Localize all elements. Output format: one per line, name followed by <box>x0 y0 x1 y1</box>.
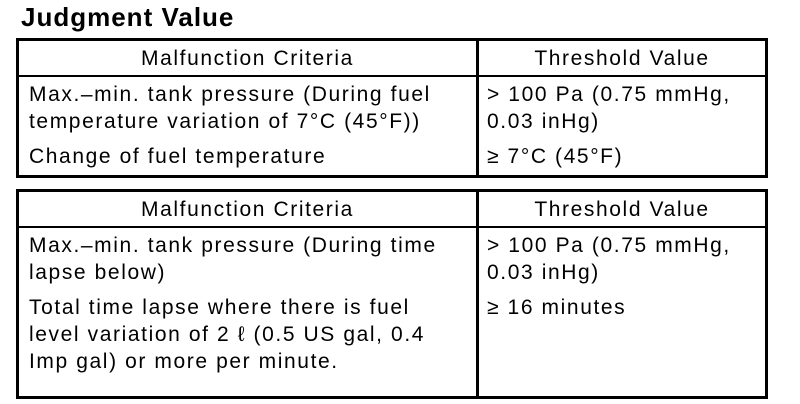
table-row: Total time lapse where there is fuel lev… <box>17 290 767 398</box>
table-row: Max.–min. tank pressure (During time lap… <box>17 227 767 290</box>
table-row: Change of fuel temperature ≥ 7°C (45°F) <box>17 139 767 177</box>
judgment-table-2: Malfunction Criteria Threshold Value Max… <box>16 189 768 399</box>
table-header-row: Malfunction Criteria Threshold Value <box>17 190 767 228</box>
column-header-malfunction-criteria: Malfunction Criteria <box>17 190 479 228</box>
malfunction-criteria-cell: Total time lapse where there is fuel lev… <box>17 290 479 398</box>
page-title: Judgment Value <box>21 2 235 32</box>
table-header-row: Malfunction Criteria Threshold Value <box>17 39 767 77</box>
malfunction-criteria-cell: Max.–min. tank pressure (During time lap… <box>17 227 479 290</box>
column-header-malfunction-criteria: Malfunction Criteria <box>17 39 479 77</box>
malfunction-criteria-cell: Change of fuel temperature <box>17 139 479 177</box>
column-header-threshold-value: Threshold Value <box>477 39 767 77</box>
threshold-value-cell: > 100 Pa (0.75 mmHg, 0.03 inHg) <box>487 83 731 133</box>
malfunction-criteria-cell: Max.–min. tank pressure (During fuel tem… <box>17 76 479 139</box>
column-header-threshold-value: Threshold Value <box>477 190 767 228</box>
table-row: Max.–min. tank pressure (During fuel tem… <box>17 76 767 139</box>
threshold-value-cell: > 100 Pa (0.75 mmHg, 0.03 inHg) <box>487 234 731 284</box>
judgment-table-1: Malfunction Criteria Threshold Value Max… <box>16 38 768 178</box>
threshold-value-cell: ≥ 16 minutes <box>487 296 627 319</box>
threshold-value-cell: ≥ 7°C (45°F) <box>487 145 624 168</box>
